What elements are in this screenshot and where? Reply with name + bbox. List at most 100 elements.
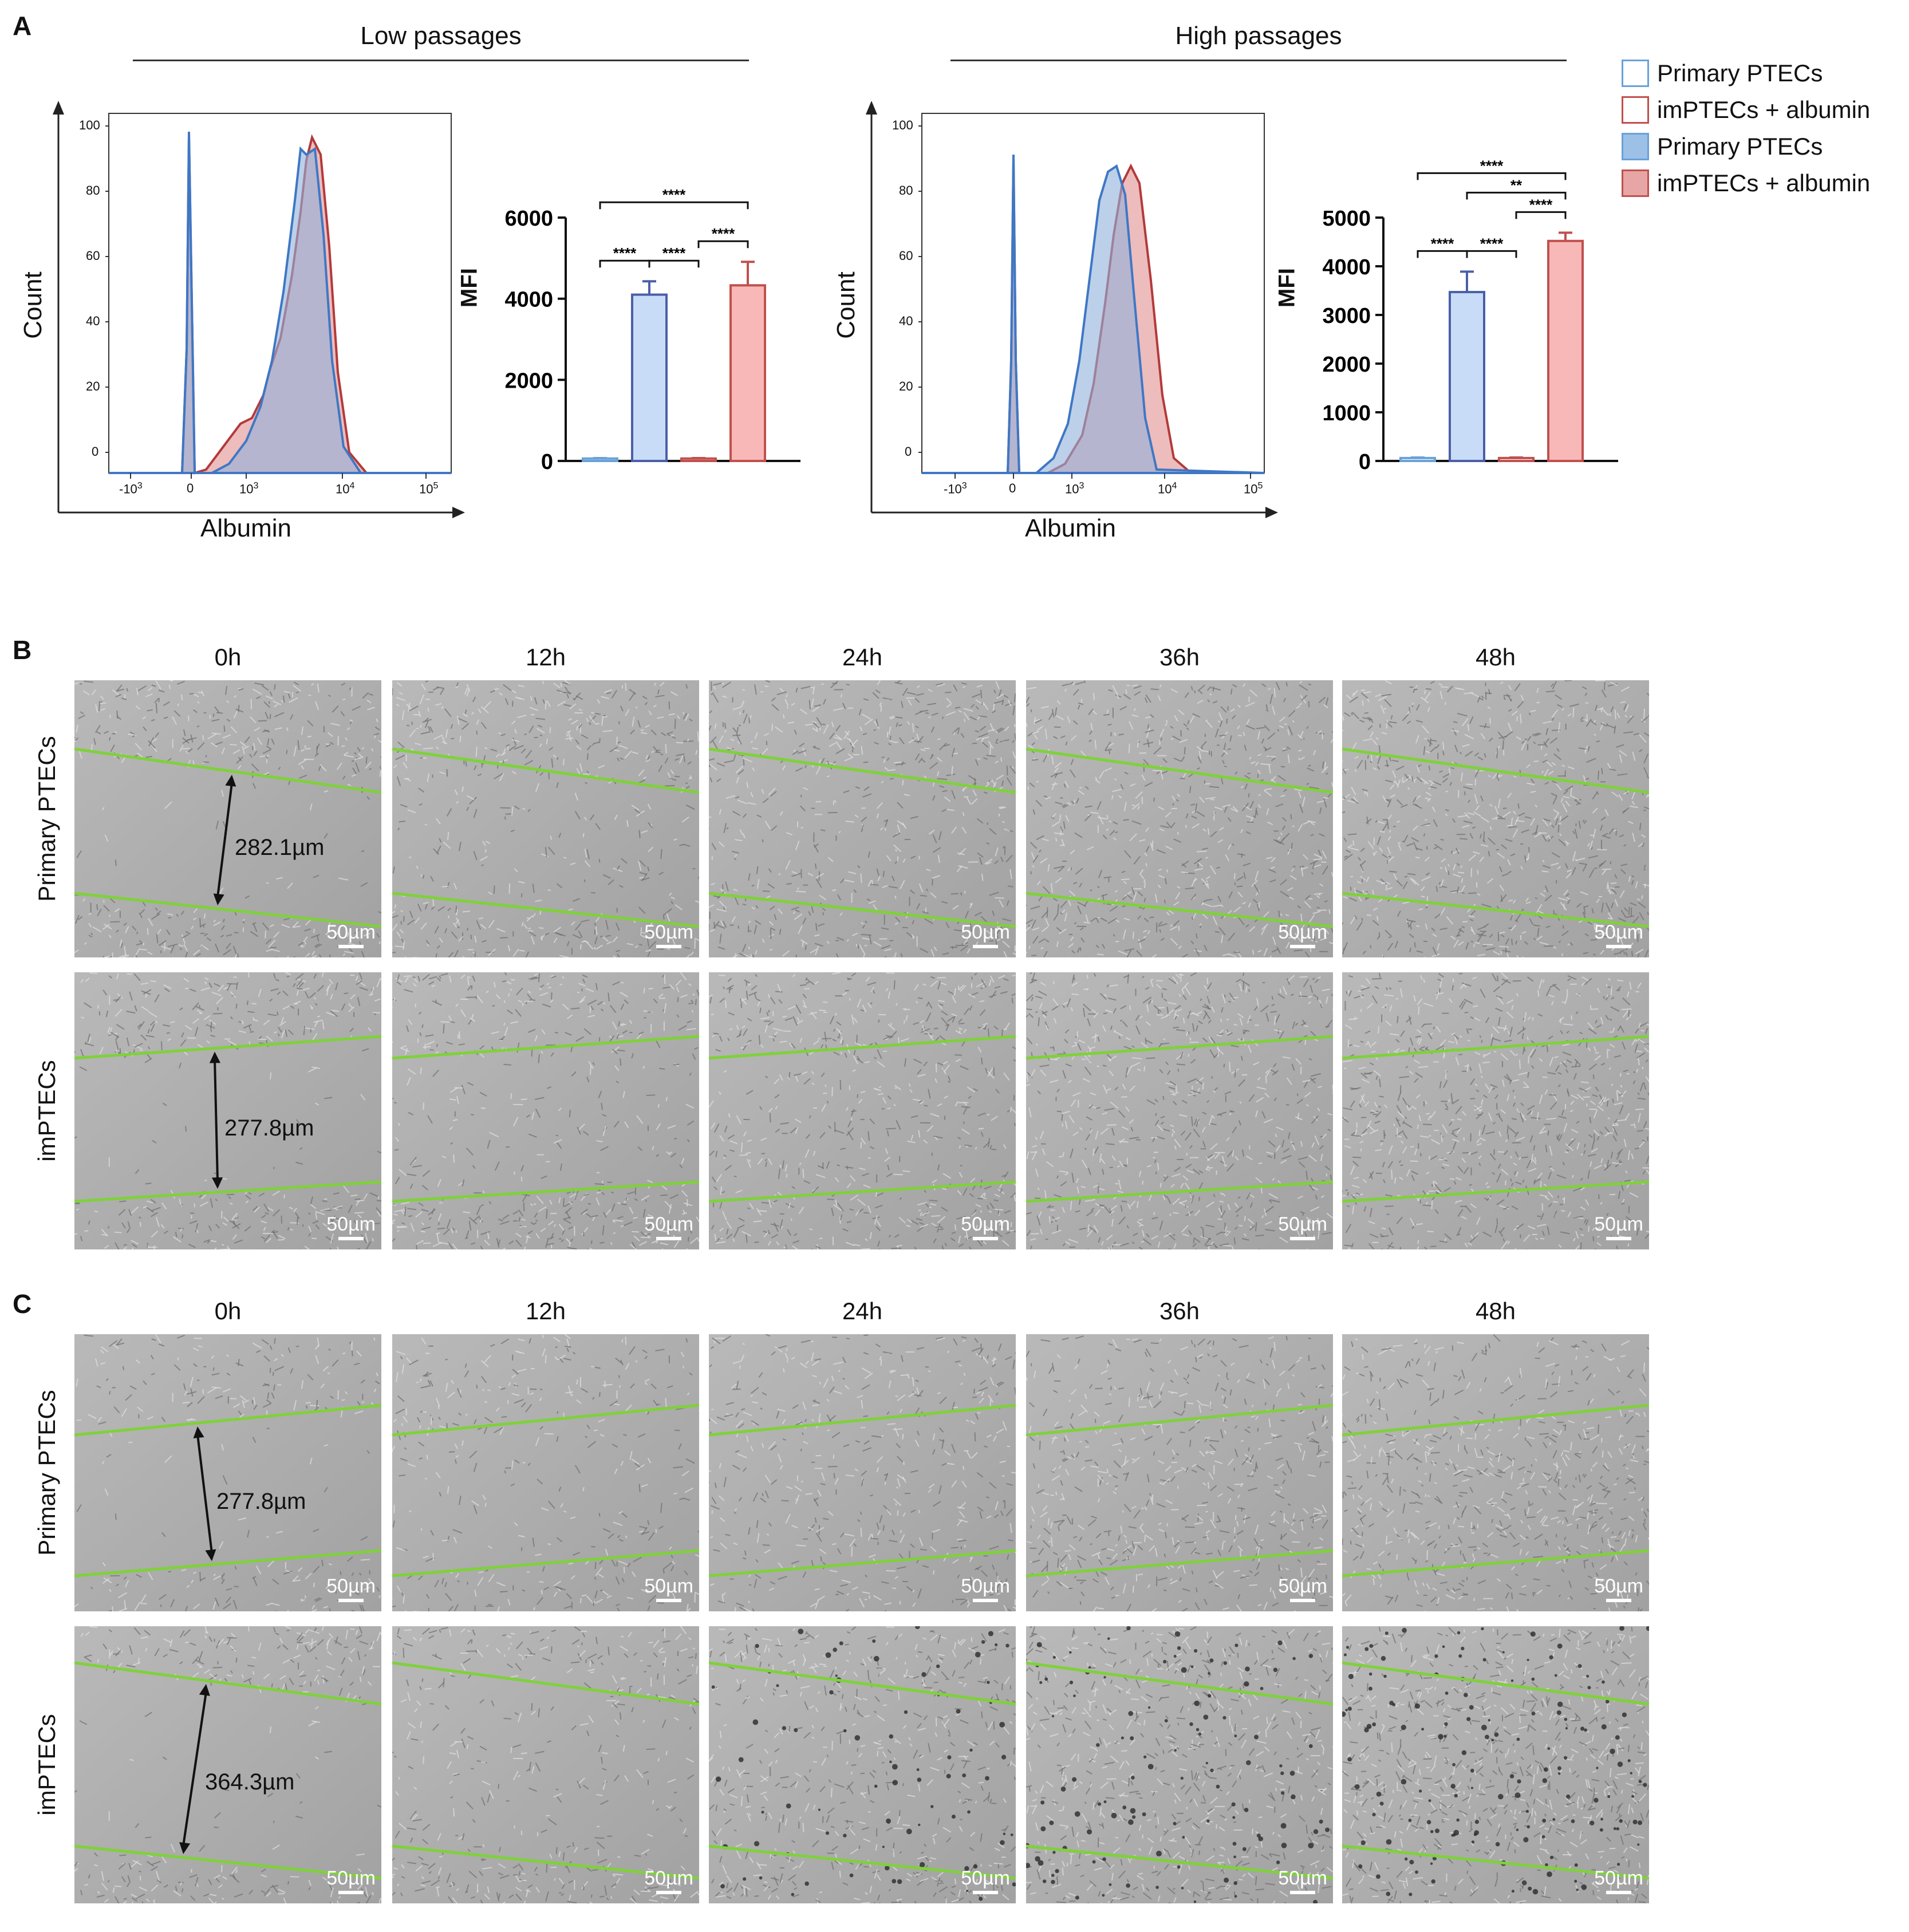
scale-bar-label: 50µm [961,1213,1010,1235]
hist-ylabel: Count [19,271,47,339]
scale-bar-line [1606,1237,1632,1240]
significance-label: ** [1510,176,1523,194]
bar-chart-low-svg: 0 2000 4000 6000 **** **** **** **** [504,186,800,474]
hist2-ytick-100: 100 [892,118,913,132]
significance-bracket [1417,172,1567,180]
bar-ytick-label: 5000 [1322,207,1371,231]
micrograph-image [1026,680,1333,957]
legend-item-primary-filled: Primary PTECs [1622,131,1823,163]
legend-label: Primary PTECs [1657,60,1823,86]
significance-label: **** [1480,235,1504,252]
hist-arrow-x-head [452,507,465,518]
scale-bar-label: 50µm [326,1575,376,1597]
bar-chart-low: 0 2000 4000 6000 **** **** **** **** MFI [452,86,807,487]
hist2-ytick-0: 0 [905,444,912,459]
legend-label: imPTECs + albumin [1657,169,1871,196]
scale-bar-line [1606,945,1632,948]
hist2-ylabel: Count [832,271,860,339]
micrograph-tile: 50µm [709,680,1016,957]
hist-ytick-40: 40 [86,314,100,328]
bar-ytick-label: 0 [1359,450,1371,474]
hist2-ytick-20: 20 [899,379,913,393]
scale-bar-line [338,945,364,948]
bar [729,284,766,462]
time-label-36h: 36h [1159,644,1200,671]
scale-bar-line [1290,945,1316,948]
scale-bar-line [973,1237,999,1240]
micrograph-image [74,1626,381,1903]
hist2-xtick-1000: 103 [1065,481,1084,496]
hist2-xtick-10000: 104 [1158,481,1177,496]
bar-ytick-label: 2000 [504,369,553,393]
legend-label: Primary PTECs [1657,133,1823,160]
row-label: imPTECs [33,1714,60,1816]
significance-bracket [1466,250,1517,258]
scale-bar-line [1290,1237,1316,1240]
hist-ytick-20: 20 [86,379,100,393]
histogram-low-passages: 100 80 60 40 20 0 -103 0 103 104 105 Cou… [0,97,470,555]
scale-bar-label: 50µm [1278,1213,1327,1235]
scale-bar-label: 50µm [644,921,693,943]
hist-blue-curve [109,131,451,474]
hist-xtick-100000: 105 [419,481,439,496]
hist2-ytick-60: 60 [899,249,913,263]
bar-low-ylabel: MFI [456,268,482,307]
micrograph-tile: 50µm [1342,1334,1649,1611]
scale-bar: 50µm [326,1575,376,1602]
legend-item-primary-open: Primary PTECs [1622,57,1823,89]
scale-bar: 50µm [1278,1575,1327,1602]
scale-bar-label: 50µm [644,1867,693,1889]
scale-bar-label: 50µm [1594,1867,1643,1889]
scale-bar-line [656,945,682,948]
micrograph-image [709,972,1016,1249]
scale-bar-label: 50µm [1594,1575,1643,1597]
gap-measurement: 277.8µm [216,1489,306,1514]
micrograph-tile: 50µm [392,1626,699,1903]
bar [1547,239,1584,462]
legend-swatch [1622,96,1649,124]
scale-bar-label: 50µm [961,1575,1010,1597]
scale-bar: 50µm [1594,1867,1643,1894]
hist-xtick-0: 0 [187,481,194,495]
legend-swatch [1622,60,1649,87]
scale-bar-line [973,1891,999,1894]
scale-bar-label: 50µm [644,1213,693,1235]
scale-bar: 50µm [1594,1575,1643,1602]
hist2-blue-curve [922,154,1265,474]
histogram-low-svg [53,101,465,518]
scale-bar: 50µm [961,1867,1010,1894]
scale-bar-label: 50µm [1594,1213,1643,1235]
scale-bar-line [338,1891,364,1894]
bar-ytick-label: 1000 [1322,401,1371,425]
bar [1449,291,1485,462]
time-label-12h: 12h [525,1298,566,1324]
micrograph-tile: 282.1µm 50µm [74,680,381,957]
hist2-xlabel: Albumin [1025,514,1116,542]
panel-letter-b: B [13,635,32,665]
significance-label: **** [1431,235,1454,252]
hist-xticks [130,473,427,479]
time-label-48h: 48h [1475,1298,1516,1324]
row-label: Primary PTECs [33,1390,60,1556]
scale-bar-label: 50µm [326,921,376,943]
significance-bracket [1466,191,1567,200]
significance-label: **** [712,225,735,242]
legend-swatch [1622,133,1649,160]
hist-xlabel: Albumin [200,514,291,542]
micrograph-tile: 50µm [392,972,699,1249]
micrograph-tile: 277.8µm 50µm [74,972,381,1249]
scale-bar: 50µm [961,1213,1010,1240]
micrograph-tile: 50µm [709,972,1016,1249]
scale-bar-label: 50µm [1278,921,1327,943]
scale-bar-label: 50µm [1278,1867,1327,1889]
scale-bar-line [338,1237,364,1240]
hist-yticks [105,125,109,453]
bar [631,293,668,462]
micrograph-image [1342,1626,1649,1903]
gap-measurement: 282.1µm [235,835,325,860]
micrograph-image [1026,1626,1333,1903]
scale-bar-line [338,1599,364,1602]
histogram-high-svg [866,101,1278,518]
scale-bar: 50µm [1278,1213,1327,1240]
